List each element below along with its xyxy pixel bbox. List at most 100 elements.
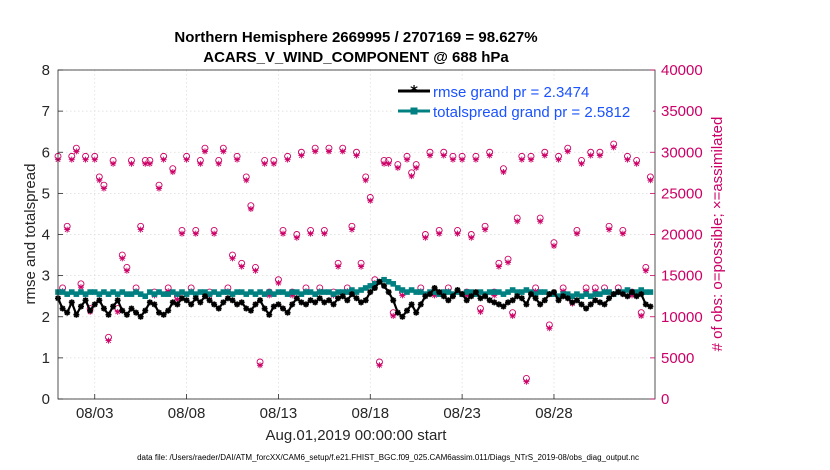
totalspread-point [294,289,300,295]
rmse-point [610,291,617,298]
y-right-tick-label: 0 [661,391,669,408]
totalspread-point [335,289,341,295]
rmse-point [146,299,153,306]
totalspread-point [105,291,112,297]
obs-assimilated-point [348,226,355,233]
y-left-tick-label: 4 [42,227,50,244]
rmse-point [564,295,571,302]
obs-assimilated-point [247,206,254,213]
rmse-point [156,309,163,316]
totalspread-point [564,291,571,297]
totalspread-point [128,291,135,297]
axis-ticks: 0 1 2 3 4 5 6 7 8 0 5000 10000 15000 20000 25000 30000 3… [42,62,703,422]
obs-assimilated-point [578,160,585,167]
rmse-point [486,297,493,304]
totalspread-point [211,289,217,295]
rmse-point [224,295,231,302]
rmse-point [573,297,580,304]
rmse-point [633,293,640,300]
obs-assimilated-point [220,148,227,155]
obs-assimilated-point [550,243,557,250]
rmse-point [201,293,208,300]
y-right-tick-label: 20000 [661,227,703,244]
rmse-point [64,309,71,316]
rmse-point [114,297,121,304]
rmse-point [77,303,84,310]
obs-assimilated-point [96,177,103,184]
totalspread-point [119,289,126,295]
rmse-point [381,282,388,289]
rmse-point [339,293,346,300]
rmse-point [546,291,553,298]
legend-box [393,80,653,120]
totalspread-point [192,291,199,297]
obs-assimilated-point [234,156,241,163]
obs-assimilated-point [560,288,567,295]
legend: * rmse grand pr = 2.3474 totalspread gra… [393,80,653,121]
obs-assimilated-point [404,156,411,163]
obs-assimilated-point [592,288,599,295]
obs-assimilated-point [215,160,222,167]
rmse-point [647,303,654,310]
rmse-point [105,311,112,318]
totalspread-point [519,289,525,295]
obs-assimilated-point [289,292,296,299]
totalspread-point [220,289,227,295]
rmse-point [252,301,259,308]
obs-assimilated-point [629,292,636,299]
rmse-point [578,301,585,308]
totalspread-point [523,287,530,293]
rmse-point [243,305,250,312]
rmse-point [91,301,98,308]
obs-assimilated-point [353,152,360,159]
obs-assimilated-point [633,160,640,167]
rmse-point [390,297,397,304]
obs-assimilated-point [77,284,84,291]
obs-assimilated-point [307,230,314,237]
totalspread-point [133,289,139,295]
obs-assimilated-point [362,177,369,184]
rmse-point [422,293,429,300]
totalspread-point [202,289,208,295]
obs-assimilated-point [408,173,415,180]
totalspread-point [349,287,355,293]
rmse-point [275,301,282,308]
totalspread-point [445,289,452,295]
obs-assimilated-point [201,148,208,155]
rmse-point [624,293,631,300]
obs-assimilated-point [518,156,525,163]
totalspread-point [486,289,493,295]
y-left-tick-label: 5 [42,185,50,202]
rmse-point [583,305,590,312]
totalspread-point [303,289,309,295]
rmse-point [335,295,342,302]
rmse-point [270,303,277,310]
totalspread-point [151,291,158,297]
obs-assimilated-point [146,160,153,167]
obs-assimilated-point [528,156,535,163]
rmse-point [638,291,645,298]
rmse-point [408,301,415,308]
rmse-point [537,301,544,308]
totalspread-point [142,293,149,299]
obs-assimilated-point [261,160,268,167]
rmse-point [284,309,291,316]
obs-assimilated-point [431,292,438,299]
rmse-point [178,295,185,302]
totalspread-point [266,289,273,295]
x-tick-label: 08/18 [352,405,390,422]
rmse-point [110,303,117,310]
obs-assimilated-point [105,337,112,344]
rmse-point [587,301,594,308]
rmse-point [87,307,94,314]
rmse-point [362,297,369,304]
rmse-point [472,289,479,296]
totalspread-point [390,281,397,287]
rmse-point [454,287,461,294]
rmse-point [266,311,273,318]
obs-assimilated-point [114,308,121,315]
totalspread-point [64,291,70,297]
rmse-point [151,301,158,308]
totalspread-point [606,289,612,295]
